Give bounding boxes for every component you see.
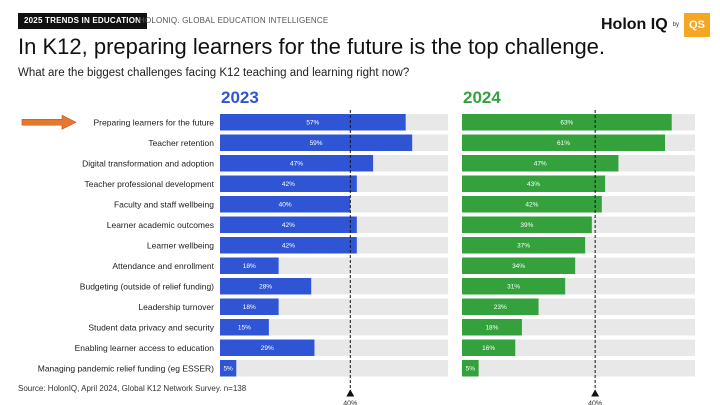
bar-2023 xyxy=(220,278,312,295)
data-label: 5% xyxy=(466,366,476,373)
bar-track xyxy=(220,360,448,377)
data-label: 47% xyxy=(290,161,303,168)
bar-2023 xyxy=(220,134,413,151)
holoniq-logo: Holon IQ by QS xyxy=(601,13,710,37)
publisher-label: HOLONIQ. GLOBAL EDUCATION INTELLIGENCE xyxy=(139,16,329,25)
bar-2024 xyxy=(462,175,606,192)
category-label: Digital transformation and adoption xyxy=(82,158,214,168)
bar-2024 xyxy=(462,360,479,377)
data-label: 42% xyxy=(282,222,295,229)
bar-2023 xyxy=(220,298,279,315)
data-label: 42% xyxy=(282,243,295,250)
data-label: 29% xyxy=(261,345,274,352)
bar-2024 xyxy=(462,196,602,213)
data-label: 40% xyxy=(279,202,292,209)
category-label: Learner academic outcomes xyxy=(107,220,214,230)
category-label: Learner wellbeing xyxy=(147,240,214,250)
data-label: 28% xyxy=(259,284,272,291)
bar-2024 xyxy=(462,155,619,172)
data-label: 42% xyxy=(525,202,538,209)
data-label: 43% xyxy=(527,181,540,188)
data-label: 39% xyxy=(520,222,533,229)
data-label: 18% xyxy=(485,325,498,332)
category-label: Faculty and staff wellbeing xyxy=(114,199,214,209)
data-label: 15% xyxy=(238,325,251,332)
data-label: 47% xyxy=(534,161,547,168)
reference-marker xyxy=(591,389,600,397)
bar-2023 xyxy=(220,196,351,213)
logo-by: by xyxy=(672,22,679,28)
bar-2024 xyxy=(462,134,666,151)
bar-track xyxy=(462,339,695,356)
bar-2023 xyxy=(220,155,374,172)
reference-label: 40% xyxy=(343,401,357,405)
category-label: Managing pandemic relief funding (eg ESS… xyxy=(38,363,214,373)
series-heading-2023: 2023 xyxy=(221,88,259,107)
category-label: Budgeting (outside of relief funding) xyxy=(80,281,214,291)
reference-marker xyxy=(346,389,355,397)
data-label: 5% xyxy=(223,366,233,373)
data-label: 23% xyxy=(494,304,507,311)
bar-2024 xyxy=(462,237,586,254)
reference-label: 40% xyxy=(588,401,602,405)
bar-2024 xyxy=(462,298,539,315)
bar-track xyxy=(220,319,448,336)
bar-2024 xyxy=(462,114,672,131)
bar-2023 xyxy=(220,216,357,233)
page-title: In K12, preparing learners for the futur… xyxy=(18,34,606,59)
category-label: Preparing learners for the future xyxy=(94,117,215,127)
source-footnote: Source: HolonIQ, April 2024, Global K12 … xyxy=(18,384,247,393)
bar-2024 xyxy=(462,216,592,233)
category-label: Teacher professional development xyxy=(85,179,215,189)
data-label: 63% xyxy=(560,120,573,127)
bar-2023 xyxy=(220,319,269,336)
data-label: 18% xyxy=(243,304,256,311)
highlight-arrow-icon xyxy=(21,114,77,130)
bar-2024 xyxy=(462,339,516,356)
category-label: Leadership turnover xyxy=(138,302,214,312)
category-label: Teacher retention xyxy=(148,138,214,148)
data-label: 18% xyxy=(243,263,256,270)
data-label: 34% xyxy=(512,263,525,270)
page-subtitle: What are the biggest challenges facing K… xyxy=(18,67,410,79)
bar-2023 xyxy=(220,360,237,377)
data-label: 57% xyxy=(306,120,319,127)
bar-2024 xyxy=(462,278,566,295)
logo-text: Holon IQ xyxy=(601,16,668,33)
bar-2023 xyxy=(220,175,357,192)
data-label: 37% xyxy=(517,243,530,250)
bar-2023 xyxy=(220,237,357,254)
category-label: Enabling learner access to education xyxy=(75,343,215,353)
qs-logo: QS xyxy=(684,13,710,37)
bar-2024 xyxy=(462,257,576,274)
data-label: 31% xyxy=(507,284,520,291)
bar-2024 xyxy=(462,319,522,336)
data-label: 59% xyxy=(310,140,323,147)
bar-2023 xyxy=(220,339,315,356)
data-label: 42% xyxy=(282,181,295,188)
bar-2023 xyxy=(220,114,406,131)
series-heading-2024: 2024 xyxy=(463,88,501,107)
data-label: 16% xyxy=(482,345,495,352)
bar-track xyxy=(462,360,695,377)
category-label: Student data privacy and security xyxy=(88,322,214,332)
bar-2023 xyxy=(220,257,279,274)
category-label: Attendance and enrollment xyxy=(112,261,214,271)
data-label: 61% xyxy=(557,140,570,147)
report-tag: 2025 TRENDS IN EDUCATION xyxy=(18,13,148,29)
